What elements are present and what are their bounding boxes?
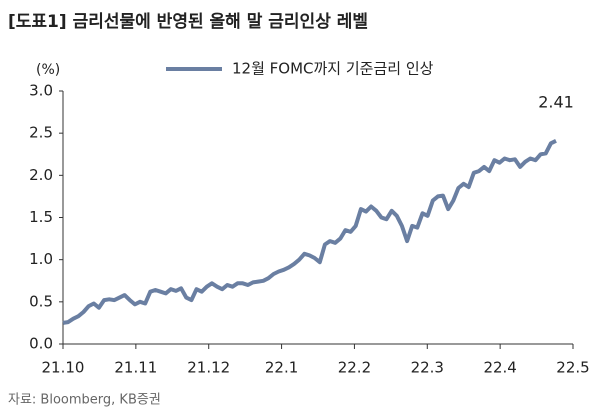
x-tick-label: 22.1 xyxy=(265,359,298,377)
x-tick-label: 21.11 xyxy=(114,359,157,377)
chart-title: [도표1] 금리선물에 반영된 올해 말 금리인상 레벨 xyxy=(8,11,368,32)
x-tick-label: 22.5 xyxy=(556,359,589,377)
y-tick-label: 0.0 xyxy=(29,335,53,353)
y-tick-label: 0.5 xyxy=(29,292,53,310)
y-tick-label: 1.5 xyxy=(29,208,53,226)
annotation: 2.41 xyxy=(538,92,574,111)
x-tick-label: 22.2 xyxy=(338,359,371,377)
x-tick-label: 22.3 xyxy=(411,359,444,377)
y-tick-label: 3.0 xyxy=(29,82,53,100)
y-tick-label: 2.0 xyxy=(29,166,53,184)
y-tick-label: 2.5 xyxy=(29,124,53,142)
y-unit: (%) xyxy=(36,62,60,78)
source: 자료: Bloomberg, KB증권 xyxy=(8,393,161,408)
line xyxy=(62,139,557,325)
y-tick-label: 1.0 xyxy=(29,250,53,268)
x-tick-label: 21.10 xyxy=(42,359,85,377)
x-tick-label: 22.4 xyxy=(483,359,516,377)
legend-label: 12월 FOMC까지 기준금리 인상 xyxy=(232,60,434,78)
x-tick-label: 21.12 xyxy=(187,359,230,377)
